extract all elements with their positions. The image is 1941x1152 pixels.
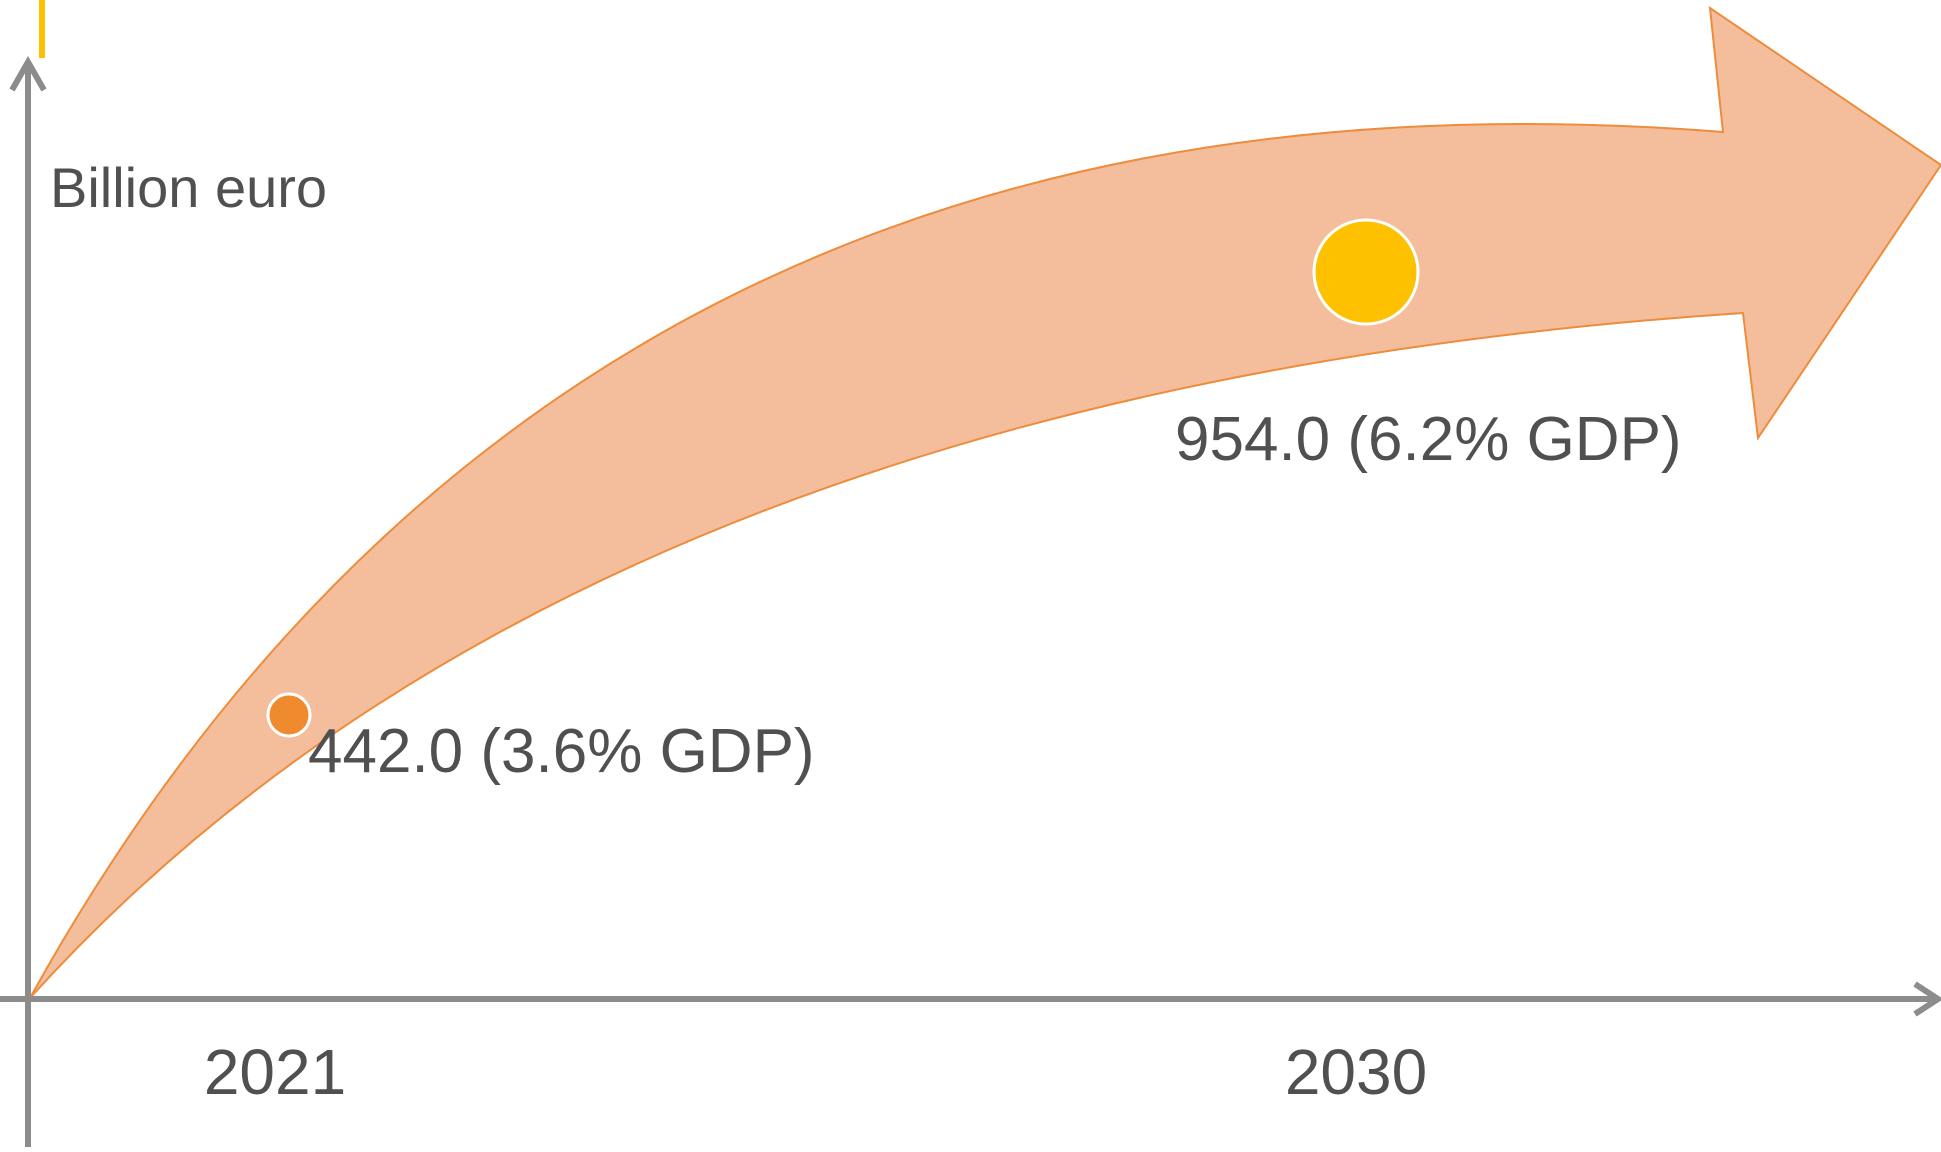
y-axis-arrowhead <box>9 55 47 92</box>
x-axis <box>0 981 1941 1017</box>
data-point-2030 <box>1312 218 1420 326</box>
data-label-2030: 954.0 (6.2% GDP) <box>1175 405 1682 474</box>
growth-arrow <box>29 5 1941 999</box>
data-point-2021 <box>266 692 312 738</box>
data-label-2021: 442.0 (3.6% GDP) <box>308 717 815 786</box>
y-axis-unit-label: Billion euro <box>50 156 327 219</box>
x-tick-label-2021: 2021 <box>204 1036 346 1108</box>
x-axis-arrowhead <box>1913 981 1941 1017</box>
x-tick-label-2030: 2030 <box>1285 1036 1427 1108</box>
y-axis <box>9 55 47 1147</box>
